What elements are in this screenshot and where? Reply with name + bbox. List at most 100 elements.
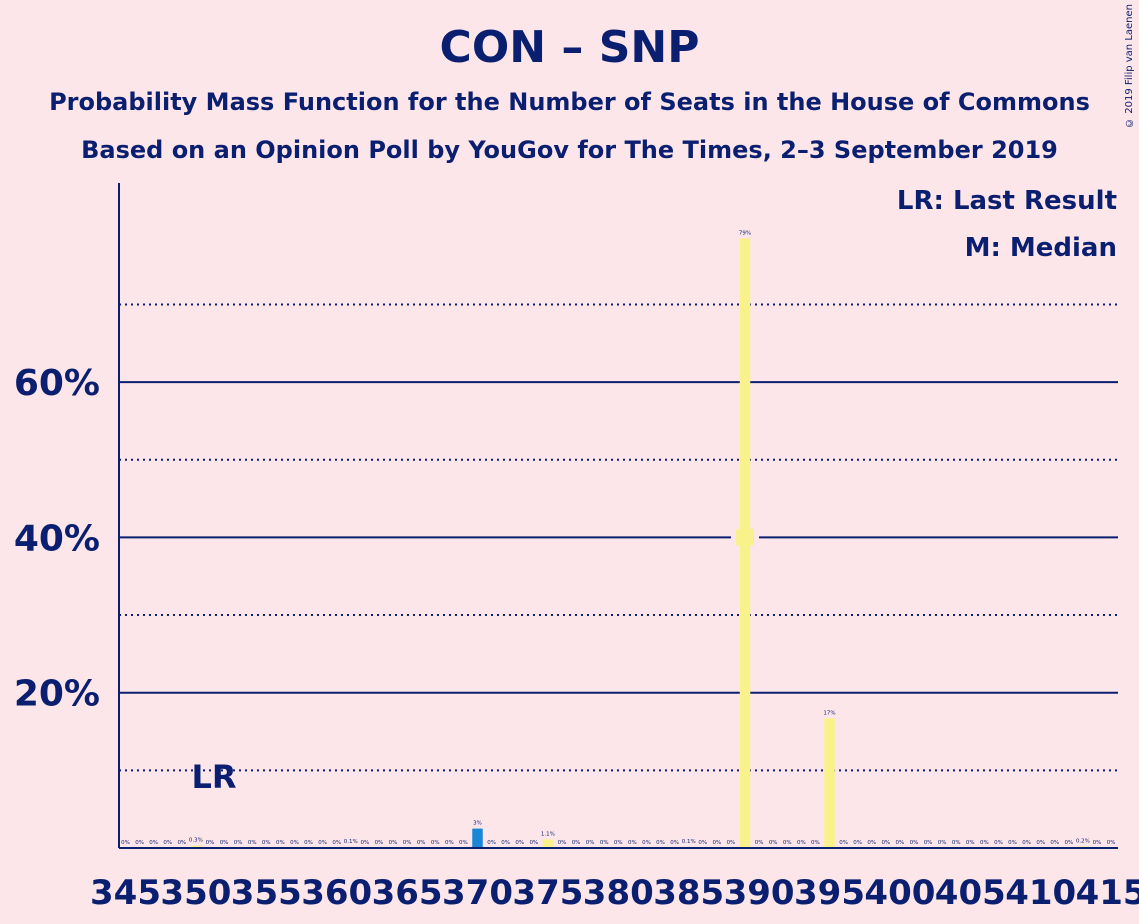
bar-375 bbox=[542, 839, 554, 848]
data-label-402: 0% bbox=[924, 840, 933, 846]
data-label-366: 0% bbox=[417, 840, 426, 846]
y-tick-label: 40% bbox=[14, 518, 100, 559]
data-label-395: 17% bbox=[823, 710, 835, 716]
data-label-345: 0% bbox=[121, 840, 130, 846]
data-label-346: 0% bbox=[135, 840, 144, 846]
data-label-350: 0.3% bbox=[189, 838, 203, 844]
data-label-396: 0% bbox=[839, 840, 848, 846]
bar-395 bbox=[824, 718, 835, 848]
legend-entry: LR: Last Result bbox=[897, 186, 1117, 216]
data-label-360: 0% bbox=[332, 840, 341, 846]
data-label-376: 0% bbox=[558, 840, 567, 846]
data-label-347: 0% bbox=[149, 840, 158, 846]
legend-entry: M: Median bbox=[965, 233, 1117, 263]
data-label-364: 0% bbox=[389, 840, 398, 846]
data-label-380: 0% bbox=[614, 840, 623, 846]
data-label-398: 0% bbox=[867, 840, 876, 846]
data-label-373: 0% bbox=[515, 840, 524, 846]
data-label-354: 0% bbox=[248, 840, 257, 846]
data-label-368: 0% bbox=[445, 840, 454, 846]
bar-350 bbox=[190, 845, 202, 848]
data-label-377: 0% bbox=[572, 840, 581, 846]
data-label-349: 0% bbox=[177, 840, 186, 846]
last-result-marker: LR bbox=[191, 758, 236, 796]
data-label-401: 0% bbox=[910, 840, 919, 846]
data-label-362: 0% bbox=[360, 840, 369, 846]
bar-389 bbox=[739, 238, 751, 848]
data-label-407: 0% bbox=[994, 840, 1003, 846]
data-label-388: 0% bbox=[727, 840, 736, 846]
data-label-355: 0% bbox=[262, 840, 271, 846]
x-tick-label: 375 bbox=[512, 873, 583, 913]
data-label-369: 0% bbox=[459, 840, 468, 846]
data-label-394: 0% bbox=[811, 840, 820, 846]
data-label-357: 0% bbox=[290, 840, 299, 846]
x-tick-label: 400 bbox=[864, 873, 935, 913]
data-label-383: 0% bbox=[656, 840, 665, 846]
data-label-390: 0% bbox=[755, 840, 764, 846]
data-label-384: 0% bbox=[670, 840, 679, 846]
x-tick-label: 405 bbox=[935, 873, 1006, 913]
data-label-400: 0% bbox=[896, 840, 905, 846]
data-label-411: 0% bbox=[1050, 840, 1059, 846]
data-label-378: 0% bbox=[586, 840, 595, 846]
data-label-387: 0% bbox=[712, 840, 721, 846]
data-label-348: 0% bbox=[163, 840, 172, 846]
x-tick-label: 410 bbox=[1005, 873, 1076, 913]
data-label-374: 0% bbox=[529, 840, 538, 846]
chart-title: CON – SNP bbox=[439, 22, 700, 73]
data-label-353: 0% bbox=[234, 840, 243, 846]
data-label-370: 3% bbox=[473, 821, 482, 827]
data-label-385: 0.1% bbox=[682, 839, 696, 845]
x-tick-label: 395 bbox=[794, 873, 865, 913]
data-label-382: 0% bbox=[642, 840, 651, 846]
data-label-372: 0% bbox=[501, 840, 510, 846]
data-label-399: 0% bbox=[881, 840, 890, 846]
data-label-408: 0% bbox=[1008, 840, 1017, 846]
data-label-379: 0% bbox=[600, 840, 609, 846]
data-label-375: 1.1% bbox=[541, 831, 555, 837]
bar-370 bbox=[472, 828, 483, 848]
x-tick-label: 415 bbox=[1076, 873, 1139, 913]
data-label-389: 79% bbox=[739, 230, 751, 236]
data-label-359: 0% bbox=[318, 840, 327, 846]
data-label-367: 0% bbox=[431, 840, 440, 846]
x-tick-label: 385 bbox=[653, 873, 724, 913]
y-tick-label: 60% bbox=[14, 363, 100, 404]
data-label-356: 0% bbox=[276, 840, 285, 846]
data-label-363: 0% bbox=[375, 840, 384, 846]
x-tick-label: 355 bbox=[231, 873, 302, 913]
data-label-404: 0% bbox=[952, 840, 961, 846]
data-label-381: 0% bbox=[628, 840, 637, 846]
x-tick-label: 370 bbox=[442, 873, 513, 913]
y-tick-label: 20% bbox=[14, 674, 100, 715]
data-label-392: 0% bbox=[783, 840, 792, 846]
data-label-409: 0% bbox=[1022, 840, 1031, 846]
x-tick-label: 345 bbox=[90, 873, 161, 913]
data-label-414: 0% bbox=[1093, 840, 1102, 846]
data-label-403: 0% bbox=[938, 840, 947, 846]
data-label-365: 0% bbox=[403, 840, 412, 846]
data-label-405: 0% bbox=[966, 840, 975, 846]
data-label-412: 0% bbox=[1064, 840, 1073, 846]
data-label-410: 0% bbox=[1036, 840, 1045, 846]
data-label-393: 0% bbox=[797, 840, 806, 846]
data-label-371: 0% bbox=[487, 840, 496, 846]
data-label-386: 0% bbox=[698, 840, 707, 846]
x-tick-label: 365 bbox=[372, 873, 443, 913]
x-tick-label: 390 bbox=[724, 873, 795, 913]
data-label-397: 0% bbox=[853, 840, 862, 846]
median-marker: M bbox=[734, 526, 756, 551]
data-label-358: 0% bbox=[304, 840, 313, 846]
chart-subtitle: Probability Mass Function for the Number… bbox=[49, 88, 1090, 116]
x-tick-label: 380 bbox=[583, 873, 654, 913]
data-label-352: 0% bbox=[220, 840, 229, 846]
x-tick-label: 360 bbox=[301, 873, 372, 913]
data-label-413: 0.2% bbox=[1076, 838, 1090, 844]
data-label-361: 0.1% bbox=[344, 839, 358, 845]
data-label-391: 0% bbox=[769, 840, 778, 846]
chart-source-line: Based on an Opinion Poll by YouGov for T… bbox=[81, 136, 1058, 164]
data-label-351: 0% bbox=[206, 840, 215, 846]
data-label-415: 0% bbox=[1107, 840, 1116, 846]
